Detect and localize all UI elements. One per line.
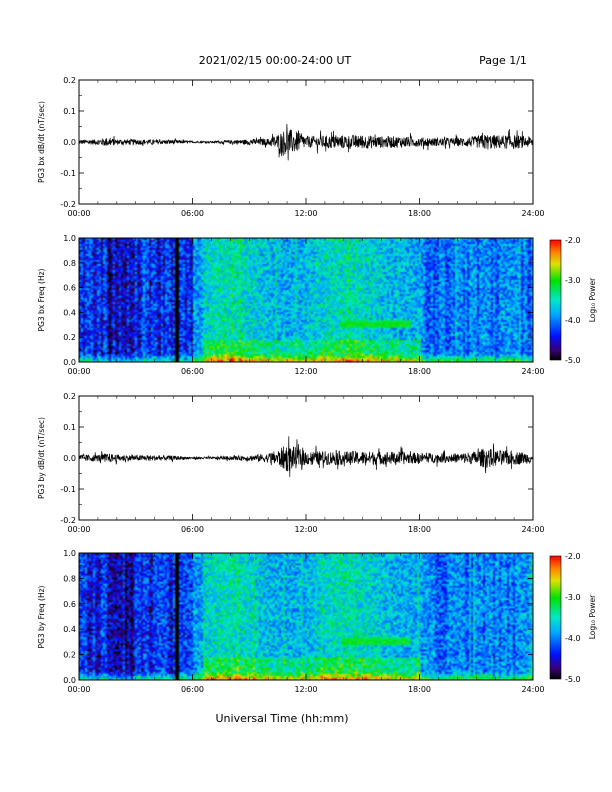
colorbar-top-tick-1: -3.0 bbox=[565, 276, 581, 285]
panel-0-ytick-label-1: 0.1 bbox=[63, 107, 76, 116]
colorbar-top-tick-2: -4.0 bbox=[565, 316, 581, 325]
panel-3-xtick-label-2: 12:00 bbox=[294, 685, 317, 694]
panel-3-ytick-label-2: 0.6 bbox=[63, 600, 76, 609]
panel-2-ytick-label-1: 0.1 bbox=[63, 423, 76, 432]
colorbar-bottom-label: Log₁₀ Power bbox=[588, 594, 597, 639]
colorbar-bottom-tick-1: -3.0 bbox=[565, 593, 581, 602]
colorbar-bottom: -2.0 -3.0 -4.0 -5.0 Log₁₀ Power bbox=[549, 552, 597, 684]
figure-title: 2021/02/15 00:00-24:00 UT bbox=[199, 54, 352, 67]
colorbar-top-label: Log₁₀ Power bbox=[588, 277, 597, 322]
panel-2-xtick-label-4: 24:00 bbox=[521, 525, 544, 534]
colorbar-top-tick-0: -2.0 bbox=[565, 236, 581, 245]
panel-1-heatmap bbox=[79, 238, 533, 362]
panel-3-xtick-label-4: 24:00 bbox=[521, 685, 544, 694]
panel-0-series-trace bbox=[78, 123, 534, 161]
panel-2-ytick-label-0: 0.2 bbox=[63, 392, 76, 401]
panel-3-xtick-label-0: 00:00 bbox=[67, 685, 90, 694]
panel-2-xtick-label-0: 00:00 bbox=[67, 525, 90, 534]
panel-2-xtick-label-2: 12:00 bbox=[294, 525, 317, 534]
panel-by-dbdt: 0.2 0.1 0.0 -0.1 -0.200:00 06:00 12:00 18:00 24:… bbox=[60, 392, 544, 534]
colorbar-bottom-tick-2: -4.0 bbox=[565, 634, 581, 643]
panel-by-dbdt-ylabel: PG3 by dB/dt (nT/sec) bbox=[37, 417, 46, 499]
page-indicator: Page 1/1 bbox=[479, 54, 527, 67]
panel-by-spectrogram-ylabel: PG3 by Freq (Hz) bbox=[37, 585, 46, 648]
panel-1-ytick-label-1: 0.8 bbox=[63, 259, 76, 268]
colorbar-bottom-tick-0: -2.0 bbox=[565, 552, 581, 561]
panel-bx-spectrogram: 1.0 0.8 0.6 0.4 0.2 0.000:00 06:00 12:00 18:00 24… bbox=[63, 234, 544, 376]
panel-0-xtick-label-2: 12:00 bbox=[294, 209, 317, 218]
panel-3-ytick-label-5: 0.0 bbox=[63, 676, 76, 685]
panel-1-ytick-label-4: 0.2 bbox=[63, 333, 76, 342]
panel-bx-spectrogram-ylabel: PG3 bx Freq (Hz) bbox=[37, 268, 46, 331]
panel-0-xtick-label-4: 24:00 bbox=[521, 209, 544, 218]
panel-3-ytick-label-0: 1.0 bbox=[63, 549, 76, 558]
colorbar-bottom-tick-3: -5.0 bbox=[565, 675, 581, 684]
panel-1-ytick-label-0: 1.0 bbox=[63, 234, 76, 243]
panel-0-xtick-label-0: 00:00 bbox=[67, 209, 90, 218]
panel-0-ytick-label-2: 0.0 bbox=[63, 138, 76, 147]
panel-1-xtick-label-1: 06:00 bbox=[181, 367, 204, 376]
panel-3-xtick-label-1: 06:00 bbox=[181, 685, 204, 694]
panel-2-ytick-label-2: 0.0 bbox=[63, 454, 76, 463]
panel-2-series-trace bbox=[78, 436, 534, 477]
colorbar-top-tick-3: -5.0 bbox=[565, 356, 581, 365]
panel-0-ytick-label-3: -0.1 bbox=[60, 169, 76, 178]
panel-1-ytick-label-3: 0.4 bbox=[63, 308, 76, 317]
panel-2-ytick-label-3: -0.1 bbox=[60, 485, 76, 494]
panel-2-ytick-label-4: -0.2 bbox=[60, 516, 76, 525]
colorbar-top-gradient bbox=[549, 239, 562, 361]
panel-0-xtick-label-3: 18:00 bbox=[408, 209, 431, 218]
panel-0-xtick-label-1: 06:00 bbox=[181, 209, 204, 218]
panel-0-ytick-label-4: -0.2 bbox=[60, 200, 76, 209]
panel-1-xtick-label-4: 24:00 bbox=[521, 367, 544, 376]
colorbar-top: -2.0 -3.0 -4.0 -5.0 Log₁₀ Power bbox=[549, 236, 597, 365]
colorbar-bottom-gradient bbox=[549, 555, 562, 680]
panel-1-xtick-label-0: 00:00 bbox=[67, 367, 90, 376]
panel-3-xtick-label-3: 18:00 bbox=[408, 685, 431, 694]
panel-1-xtick-label-2: 12:00 bbox=[294, 367, 317, 376]
panel-2-xtick-label-1: 06:00 bbox=[181, 525, 204, 534]
x-axis-label: Universal Time (hh:mm) bbox=[216, 712, 349, 725]
panel-1-ytick-label-5: 0.0 bbox=[63, 358, 76, 367]
panel-3-ytick-label-1: 0.8 bbox=[63, 574, 76, 583]
panel-by-spectrogram: 1.0 0.8 0.6 0.4 0.2 0.000:00 06:00 12:00 18:00 24… bbox=[63, 549, 544, 694]
panel-3-ytick-label-4: 0.2 bbox=[63, 651, 76, 660]
panel-2-xtick-label-3: 18:00 bbox=[408, 525, 431, 534]
panel-0-ytick-label-0: 0.2 bbox=[63, 76, 76, 85]
panel-3-heatmap bbox=[79, 553, 533, 680]
panel-3-ytick-label-3: 0.4 bbox=[63, 625, 76, 634]
panel-bx-dbdt-ylabel: PG3 bx dB/dt (nT/sec) bbox=[37, 101, 46, 183]
panel-1-ytick-label-2: 0.6 bbox=[63, 284, 76, 293]
panel-bx-dbdt: 0.2 0.1 0.0 -0.1 -0.200:00 06:00 12:00 18:00 24:… bbox=[60, 76, 544, 218]
panel-1-xtick-label-3: 18:00 bbox=[408, 367, 431, 376]
